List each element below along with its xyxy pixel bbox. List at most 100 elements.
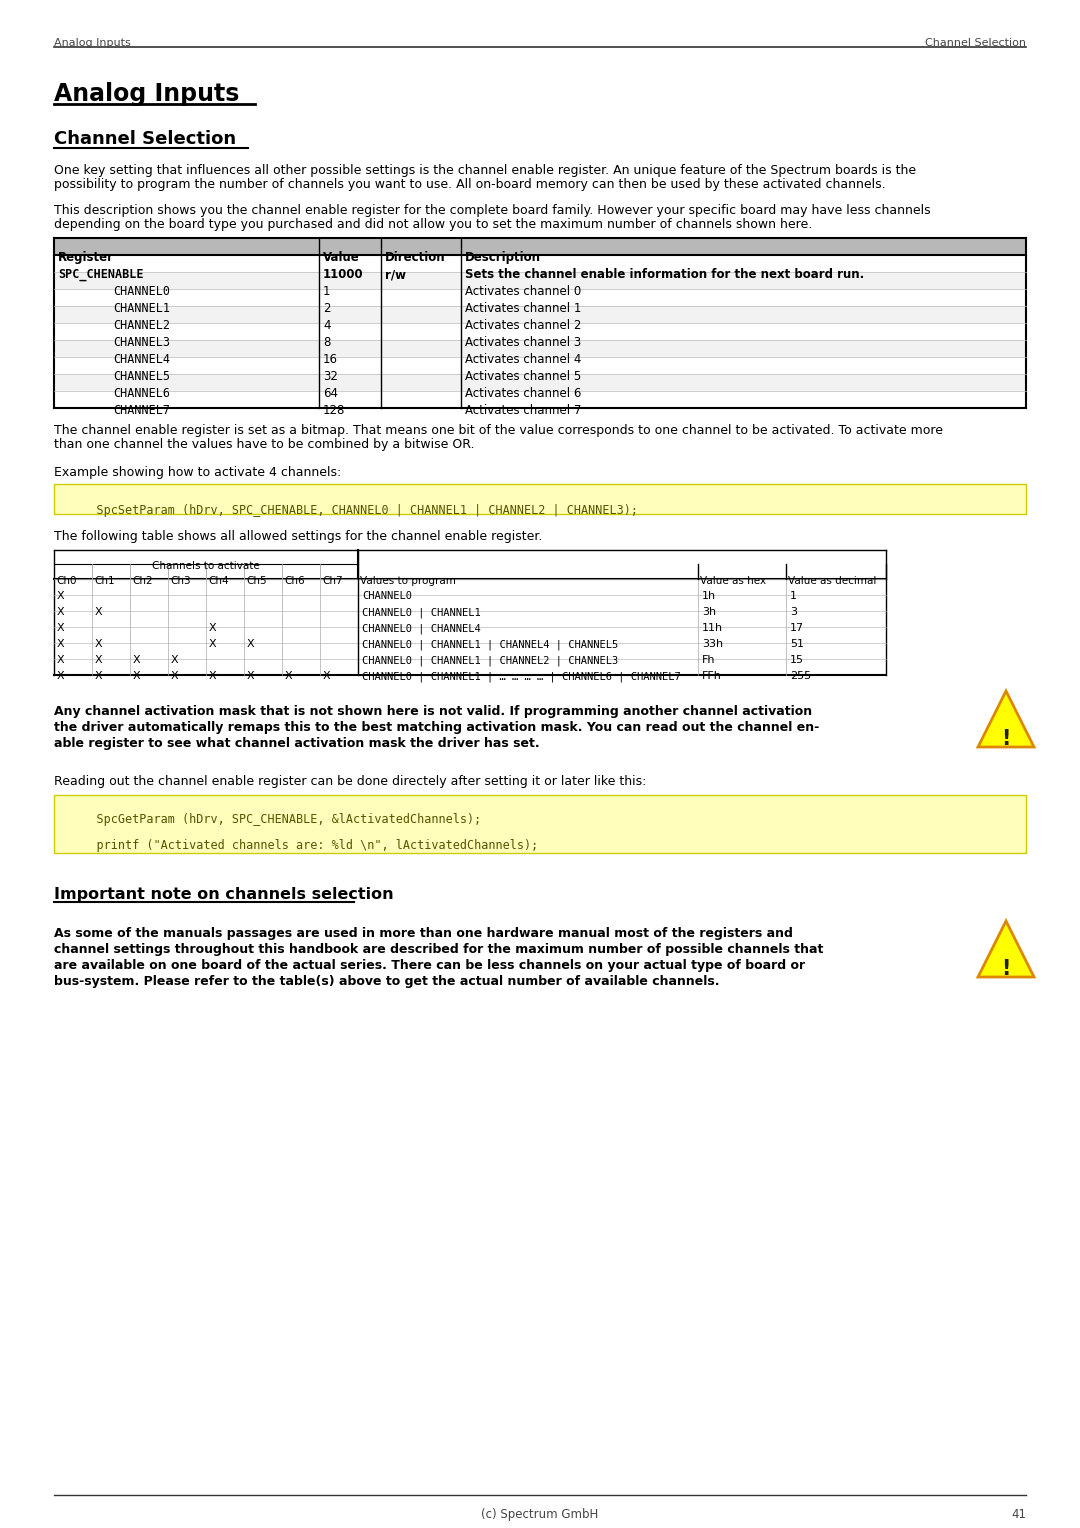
Text: X: X — [95, 656, 103, 665]
Text: bus-system. Please refer to the table(s) above to get the actual number of avail: bus-system. Please refer to the table(s)… — [54, 975, 719, 989]
Bar — [54, 322, 1026, 341]
Text: than one channel the values have to be combined by a bitwise OR.: than one channel the values have to be c… — [54, 439, 474, 451]
Text: 32: 32 — [323, 370, 338, 384]
Text: FFh: FFh — [702, 671, 721, 681]
Text: Ch3: Ch3 — [170, 576, 191, 587]
Text: Ch6: Ch6 — [284, 576, 305, 587]
Text: Analog Inputs: Analog Inputs — [54, 83, 240, 105]
Text: X: X — [95, 607, 103, 617]
Text: X: X — [133, 671, 140, 681]
Text: X: X — [210, 671, 217, 681]
Text: X: X — [247, 639, 255, 649]
Text: CHANNEL0 | CHANNEL4: CHANNEL0 | CHANNEL4 — [362, 623, 481, 634]
Text: X: X — [210, 623, 217, 633]
Bar — [54, 643, 886, 659]
Text: Activates channel 6: Activates channel 6 — [465, 387, 581, 400]
Text: X: X — [247, 671, 255, 681]
Bar — [54, 306, 1026, 322]
Text: Fh: Fh — [702, 656, 715, 665]
Text: Important note on channels selection: Important note on channels selection — [54, 886, 393, 902]
Text: 11000: 11000 — [323, 267, 364, 281]
Text: Activates channel 0: Activates channel 0 — [465, 286, 581, 298]
Text: CHANNEL3: CHANNEL3 — [113, 336, 170, 348]
Bar — [54, 341, 1026, 358]
Text: Activates channel 5: Activates channel 5 — [465, 370, 581, 384]
Text: are available on one board of the actual series. There can be less channels on y: are available on one board of the actual… — [54, 960, 805, 972]
Text: Sets the channel enable information for the next board run.: Sets the channel enable information for … — [465, 267, 864, 281]
Text: CHANNEL0 | CHANNEL1 | CHANNEL4 | CHANNEL5: CHANNEL0 | CHANNEL1 | CHANNEL4 | CHANNEL… — [362, 639, 618, 649]
Text: CHANNEL0: CHANNEL0 — [113, 286, 170, 298]
Text: CHANNEL0 | CHANNEL1 | CHANNEL2 | CHANNEL3: CHANNEL0 | CHANNEL1 | CHANNEL2 | CHANNEL… — [362, 656, 618, 666]
Text: depending on the board type you purchased and did not allow you to set the maxim: depending on the board type you purchase… — [54, 219, 812, 231]
Text: Description: Description — [465, 251, 541, 264]
Text: Ch4: Ch4 — [208, 576, 229, 587]
Text: Value as hex: Value as hex — [700, 576, 766, 587]
Bar — [54, 626, 886, 643]
Bar — [54, 484, 1026, 513]
Text: able register to see what channel activation mask the driver has set.: able register to see what channel activa… — [54, 736, 540, 750]
Text: As some of the manuals passages are used in more than one hardware manual most o: As some of the manuals passages are used… — [54, 927, 793, 940]
Text: Ch5: Ch5 — [246, 576, 267, 587]
Text: 2: 2 — [323, 303, 330, 315]
Text: CHANNEL1: CHANNEL1 — [113, 303, 170, 315]
Text: Values to program: Values to program — [360, 576, 456, 587]
Text: CHANNEL0 | CHANNEL1 | … … … … | CHANNEL6 | CHANNEL7: CHANNEL0 | CHANNEL1 | … … … … | CHANNEL6… — [362, 671, 680, 681]
Text: 1: 1 — [789, 591, 797, 601]
Polygon shape — [978, 921, 1034, 976]
Text: X: X — [171, 671, 178, 681]
Bar — [54, 611, 886, 626]
Text: 128: 128 — [323, 403, 346, 417]
Text: Channel Selection: Channel Selection — [54, 130, 237, 148]
Text: X: X — [57, 607, 65, 617]
Text: Ch7: Ch7 — [322, 576, 342, 587]
Text: Activates channel 7: Activates channel 7 — [465, 403, 581, 417]
Text: 255: 255 — [789, 671, 811, 681]
Text: 11h: 11h — [702, 623, 724, 633]
Text: The following table shows all allowed settings for the channel enable register.: The following table shows all allowed se… — [54, 530, 542, 542]
Text: Example showing how to activate 4 channels:: Example showing how to activate 4 channe… — [54, 466, 341, 478]
Text: Activates channel 2: Activates channel 2 — [465, 319, 581, 332]
Text: One key setting that influences all other possible settings is the channel enabl: One key setting that influences all othe… — [54, 163, 916, 177]
Text: 3h: 3h — [702, 607, 716, 617]
Text: X: X — [95, 639, 103, 649]
Text: 1h: 1h — [702, 591, 716, 601]
Text: CHANNEL4: CHANNEL4 — [113, 353, 170, 367]
Text: The channel enable register is set as a bitmap. That means one bit of the value : The channel enable register is set as a … — [54, 423, 943, 437]
Text: Value as decimal: Value as decimal — [788, 576, 876, 587]
Bar — [54, 594, 886, 611]
Text: 41: 41 — [1011, 1508, 1026, 1520]
Bar — [54, 579, 886, 594]
Text: !: ! — [1001, 958, 1011, 979]
Text: X: X — [57, 656, 65, 665]
Polygon shape — [978, 691, 1034, 747]
Text: Ch0: Ch0 — [56, 576, 77, 587]
Text: Activates channel 4: Activates channel 4 — [465, 353, 581, 367]
Text: SPC_CHENABLE: SPC_CHENABLE — [58, 267, 144, 281]
Text: Any channel activation mask that is not shown here is not valid. If programming : Any channel activation mask that is not … — [54, 704, 812, 718]
Text: (c) Spectrum GmbH: (c) Spectrum GmbH — [482, 1508, 598, 1520]
Text: 51: 51 — [789, 639, 804, 649]
Bar — [54, 255, 1026, 272]
Text: 33h: 33h — [702, 639, 724, 649]
Text: CHANNEL7: CHANNEL7 — [113, 403, 170, 417]
Text: X: X — [57, 671, 65, 681]
Text: SpcSetParam (hDrv, SPC_CHENABLE, CHANNEL0 | CHANNEL1 | CHANNEL2 | CHANNEL3);: SpcSetParam (hDrv, SPC_CHENABLE, CHANNEL… — [68, 504, 638, 516]
Text: X: X — [285, 671, 293, 681]
Bar — [54, 391, 1026, 408]
Text: SpcGetParam (hDrv, SPC_CHENABLE, &lActivatedChannels);: SpcGetParam (hDrv, SPC_CHENABLE, &lActiv… — [68, 813, 482, 827]
Text: the driver automatically remaps this to the best matching activation mask. You c: the driver automatically remaps this to … — [54, 721, 820, 733]
Text: 8: 8 — [323, 336, 330, 348]
Text: CHANNEL5: CHANNEL5 — [113, 370, 170, 384]
Text: printf ("Activated channels are: %ld \n", lActivatedChannels);: printf ("Activated channels are: %ld \n"… — [68, 839, 538, 853]
Text: X: X — [95, 671, 103, 681]
Text: X: X — [57, 639, 65, 649]
Text: CHANNEL2: CHANNEL2 — [113, 319, 170, 332]
Text: 17: 17 — [789, 623, 805, 633]
Bar — [54, 289, 1026, 306]
Text: X: X — [323, 671, 330, 681]
Bar — [54, 238, 1026, 255]
Bar — [54, 795, 1026, 853]
Text: X: X — [171, 656, 178, 665]
Text: Ch2: Ch2 — [132, 576, 152, 587]
Text: 4: 4 — [323, 319, 330, 332]
